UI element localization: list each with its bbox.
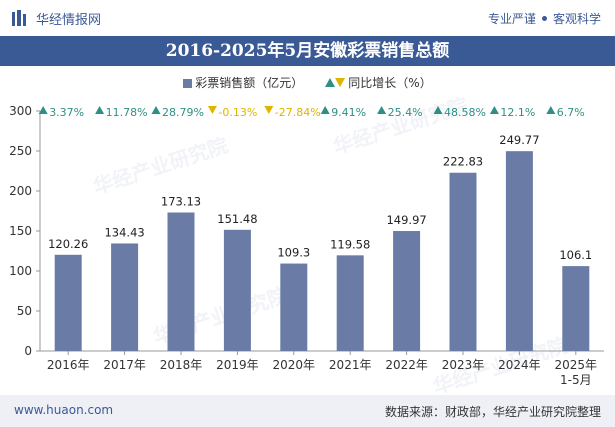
legend-up-triangle-icon [325, 78, 336, 87]
growth-up-triangle-icon [377, 106, 387, 114]
bar [449, 172, 477, 351]
growth-label: 9.41% [331, 106, 366, 119]
growth-up-triangle-icon [433, 106, 443, 114]
growth-label: -0.13% [218, 106, 257, 119]
bar-value-label: 106.1 [559, 248, 592, 262]
growth-up-triangle-icon [489, 106, 499, 114]
bar-value-label: 222.83 [443, 155, 483, 169]
bar [280, 263, 308, 351]
growth-label: 12.1% [500, 106, 535, 119]
brand-logo-icon [12, 10, 26, 26]
bar [393, 231, 421, 351]
bar-value-label: 151.48 [217, 212, 257, 226]
bar [54, 254, 82, 351]
growth-label: -27.84% [275, 106, 321, 119]
y-tick-label: 200 [9, 184, 32, 198]
bar-value-label: 119.58 [330, 237, 370, 251]
x-tick-label: 2024年 [498, 358, 541, 372]
y-tick-label: 250 [9, 144, 32, 158]
bar-value-label: 109.3 [277, 246, 310, 260]
x-tick-label: 2018年 [160, 358, 203, 372]
growth-up-triangle-icon [320, 106, 330, 114]
legend-growth-label: 同比增长（%） [348, 76, 432, 90]
footer-bar: www.huaon.com 数据来源：财政部，华经产业研究院整理 [0, 395, 615, 427]
chart-title: 2016-2025年5月安徽彩票销售总额 [0, 36, 615, 66]
growth-label: 3.37% [49, 106, 84, 119]
x-tick-label: 2016年 [47, 358, 90, 372]
bar [505, 151, 533, 351]
growth-label: 11.78% [106, 106, 148, 119]
tagline-right: 客观科学 [552, 12, 601, 26]
x-tick-label: 2023年 [442, 358, 485, 372]
growth-up-triangle-icon [546, 106, 556, 114]
x-tick-label: 2019年 [216, 358, 259, 372]
x-tick-label: 2025年 [555, 358, 598, 372]
growth-label: 25.4% [388, 106, 423, 119]
x-tick-label: 2021年 [329, 358, 372, 372]
bar-value-label: 249.77 [499, 133, 539, 147]
y-tick-label: 300 [9, 104, 32, 118]
x-tick-label: 2020年 [273, 358, 316, 372]
bar [562, 266, 590, 351]
legend-bar-label: 彩票销售额（亿元） [195, 76, 304, 90]
growth-label: 6.7% [557, 106, 585, 119]
y-tick-label: 0 [24, 344, 32, 358]
legend-bar-swatch-icon [183, 79, 193, 88]
bar-value-label: 120.26 [48, 237, 88, 251]
x-tick-label: 1-5月 [560, 373, 592, 387]
legend: 彩票销售额（亿元） 同比增长（%） [0, 74, 615, 91]
bar [111, 243, 139, 351]
growth-label: 48.58% [444, 106, 486, 119]
y-tick-label: 50 [17, 304, 32, 318]
growth-down-triangle-icon [264, 106, 274, 114]
bar-value-label: 134.43 [104, 225, 144, 239]
bar [223, 229, 251, 351]
y-tick-label: 100 [9, 264, 32, 278]
bar-value-label: 173.13 [161, 194, 201, 208]
x-tick-label: 2022年 [385, 358, 428, 372]
bar-chart: 0 50 100 150 200 250 300 120.26 2016年 3.37% 134.43… [9, 104, 604, 387]
footer-site: www.huaon.com [14, 403, 114, 417]
bar-value-label: 149.97 [386, 213, 426, 227]
brand-name: 华经情报网 [36, 13, 102, 28]
growth-down-triangle-icon [207, 106, 217, 114]
bar [336, 255, 364, 351]
header-bar: 华经情报网 专业严谨 客观科学 [0, 0, 615, 36]
growth-up-triangle-icon [151, 106, 161, 114]
x-tick-label: 2017年 [103, 358, 146, 372]
legend-down-triangle-icon [335, 78, 346, 87]
bar [167, 212, 195, 351]
growth-up-triangle-icon [95, 106, 105, 114]
separator-dot-icon [541, 16, 547, 21]
tagline: 专业严谨 客观科学 [488, 10, 601, 27]
tagline-left: 专业严谨 [487, 12, 536, 26]
growth-label: 28.79% [162, 106, 204, 119]
footer-source: 数据来源：财政部，华经产业研究院整理 [384, 405, 601, 419]
y-tick-label: 150 [9, 224, 32, 238]
growth-up-triangle-icon [38, 106, 48, 114]
